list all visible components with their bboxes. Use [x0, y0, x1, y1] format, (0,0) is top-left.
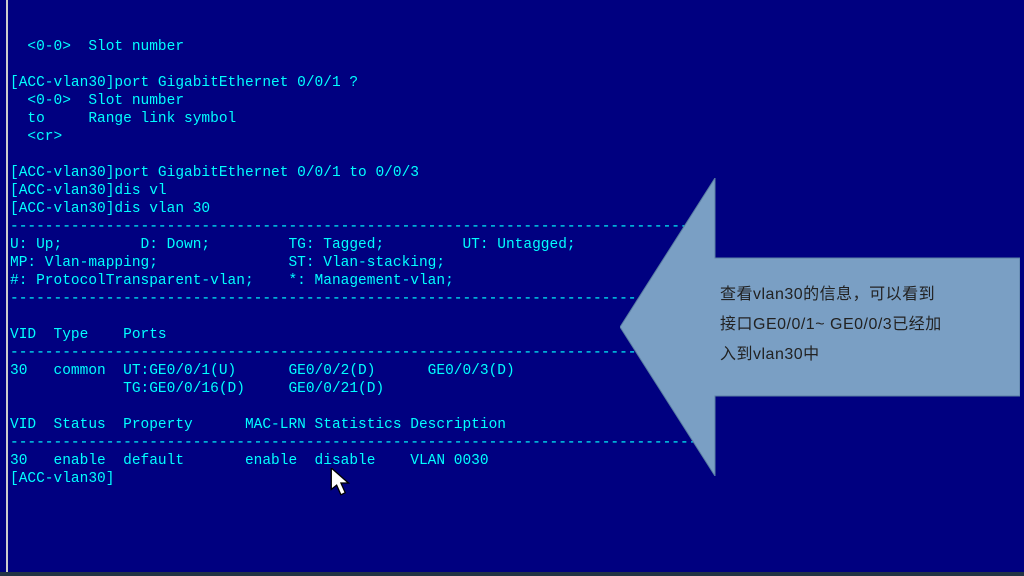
- mouse-cursor-icon: [330, 468, 354, 498]
- terminal-window[interactable]: <0-0> Slot number [ACC-vlan30]port Gigab…: [6, 0, 1024, 576]
- terminal-output: <0-0> Slot number [ACC-vlan30]port Gigab…: [10, 38, 1022, 488]
- window-bottom-border: [0, 572, 1024, 576]
